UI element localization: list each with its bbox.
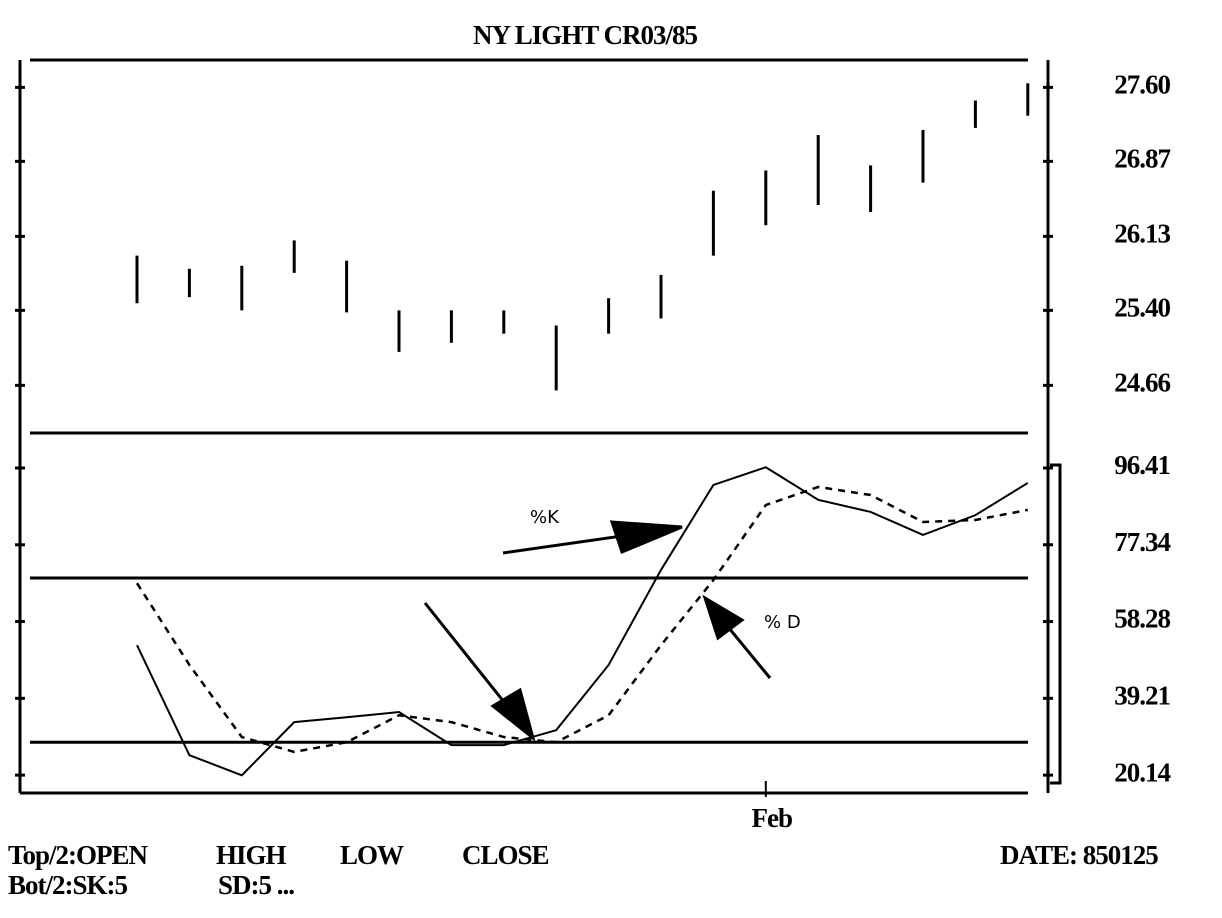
arrow-head	[609, 520, 683, 555]
arrows	[423, 520, 772, 743]
footer-text: LOW	[340, 840, 404, 870]
footer-text: SD:5 ...	[218, 870, 294, 900]
x-tick-label: Feb	[752, 803, 793, 833]
arrow-head	[490, 687, 536, 743]
footer-text: HIGH	[216, 840, 287, 870]
footer-text: Top/2:OPEN	[8, 840, 149, 870]
footer-text: DATE: 850125	[1000, 840, 1158, 870]
y-tick-label: 39.21	[1114, 681, 1170, 711]
footer-text: Bot/2:SK:5	[8, 870, 128, 900]
arrow-head	[702, 594, 745, 641]
series-line	[136, 466, 1029, 777]
y-tick-label: 27.60	[1114, 70, 1170, 100]
annotation: %K	[530, 507, 560, 528]
y-tick-label: 26.87	[1114, 144, 1170, 174]
frame	[18, 58, 1062, 795]
y-tick-label: 25.40	[1114, 293, 1170, 323]
y-tick-label: 24.66	[1114, 368, 1170, 398]
annotation: % D	[764, 612, 801, 633]
y-tick-label: 20.14	[1114, 757, 1170, 787]
y-tick-label: 26.13	[1114, 219, 1170, 249]
y-tick-label: 96.41	[1114, 450, 1170, 480]
arrow	[722, 621, 772, 679]
chart-title: NY LIGHT CR03/85	[473, 20, 698, 50]
arrow	[423, 602, 514, 713]
series-line	[135, 485, 1029, 754]
y-tick-label: 58.28	[1114, 604, 1170, 634]
y-tick-label: 77.34	[1114, 527, 1170, 557]
bracket	[1050, 463, 1062, 785]
footer-text: CLOSE	[462, 840, 549, 870]
